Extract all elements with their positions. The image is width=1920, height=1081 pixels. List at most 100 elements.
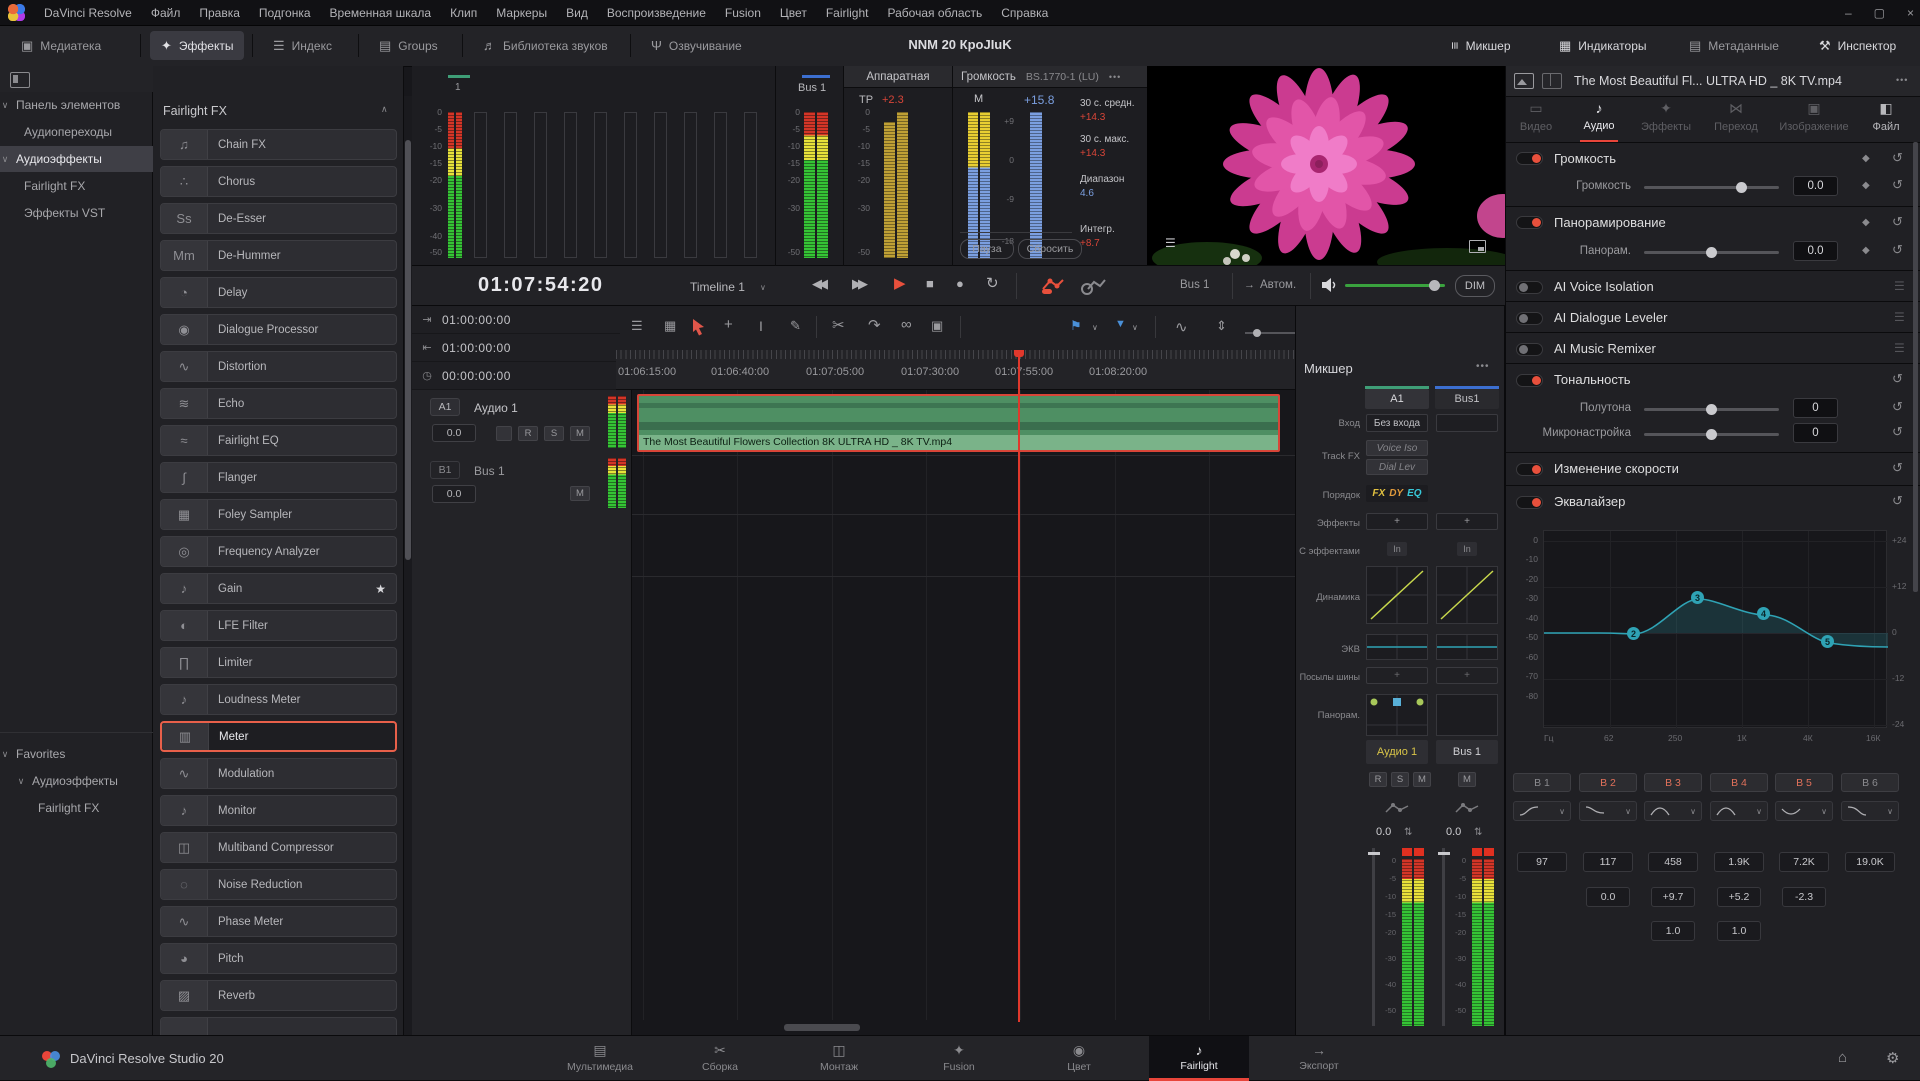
fx-item[interactable]: Ss De-Esser (160, 203, 397, 234)
eq-toggle[interactable] (1516, 496, 1543, 509)
fx-item[interactable]: ◫ Multiband Compressor (160, 832, 397, 863)
tree-item-toolbox[interactable]: ∨ Панель элементов (1, 98, 121, 112)
flag-icon[interactable]: ⚑ (1070, 318, 1082, 333)
reset-icon[interactable]: ↺ (1892, 371, 1903, 386)
eq-band-4-filter-dropdown[interactable]: ∨ (1710, 801, 1768, 821)
slider-knob[interactable] (1706, 247, 1717, 258)
timeline-chevron-icon[interactable]: ∨ (760, 283, 766, 292)
tab-file[interactable]: ◧ Файл (1858, 100, 1914, 133)
mixer-menu-icon[interactable]: ••• (1476, 361, 1490, 372)
solo-button[interactable]: S (544, 426, 564, 441)
eq-band-3-q[interactable]: 1.0 (1651, 921, 1695, 941)
tree-item-vst-effects[interactable]: Эффекты VST (24, 206, 106, 220)
collapse-chevron-icon[interactable]: ∧ (381, 104, 388, 114)
page-color[interactable]: ◉ Цвет (1029, 1036, 1129, 1081)
duration-field[interactable]: ◷ 00:00:00:00 (412, 362, 632, 390)
automation-toggle-icon[interactable] (1040, 275, 1066, 295)
timeline-ruler[interactable]: 01:06:15:00 01:06:40:00 01:07:05:00 01:0… (616, 350, 1295, 390)
menu-item[interactable]: Маркеры (496, 5, 548, 20)
input-field-a1[interactable]: Без входа (1366, 414, 1428, 432)
fx-item-partial[interactable] (160, 1017, 397, 1035)
home-icon[interactable]: ⌂ (1838, 1049, 1848, 1066)
eq-node-2[interactable]: 2 (1627, 627, 1640, 640)
eq-band-2-button[interactable]: В 2 (1579, 773, 1637, 792)
mixer-button[interactable]: ≡ Микшер (1447, 38, 1511, 53)
tree-item-favorites[interactable]: ∨ Favorites (1, 747, 66, 761)
automation-mode-label[interactable]: Автом. (1260, 279, 1297, 291)
eq-band-3-freq[interactable]: 458 (1648, 852, 1698, 872)
eq-band-1-filter-dropdown[interactable]: ∨ (1513, 801, 1571, 821)
media-pool-button[interactable]: ▣ Медиатека (21, 37, 102, 53)
reset-button[interactable]: Сбросить (1018, 239, 1082, 259)
loop-button[interactable]: ↻ (986, 275, 999, 292)
tree-item-audio-transitions[interactable]: Аудиопереходы (24, 125, 113, 139)
effects-add-bus[interactable]: + (1436, 513, 1498, 530)
channel-name-bus[interactable]: Bus 1 (1436, 740, 1498, 764)
dynamics-thumb-bus[interactable] (1436, 566, 1498, 624)
bus-send-bus[interactable]: + (1436, 667, 1498, 684)
fader-meter-bus[interactable]: 0 -5 -10 -15 -20 -30 -40 -50 (1436, 848, 1498, 1028)
channel-header-a1[interactable]: A1 (1365, 389, 1429, 409)
fx-item[interactable]: ♪ Monitor (160, 795, 397, 826)
menu-item[interactable]: Fairlight (825, 5, 869, 20)
timeline-h-scrollbar[interactable] (784, 1024, 860, 1031)
clip-indicator[interactable] (1402, 848, 1412, 856)
fx-item[interactable]: ▨ Reverb (160, 980, 397, 1011)
pan-value[interactable]: 0.0 (1793, 241, 1838, 261)
timeline-view-options-icon[interactable]: ☰ (631, 318, 643, 333)
tab-video[interactable]: ▭ Видео (1510, 100, 1562, 133)
fader-value-bus[interactable]: 0.0 (1446, 826, 1462, 838)
audio-clip[interactable]: The Most Beautiful Flowers Collection 8K… (637, 394, 1280, 452)
eq-band-4-q[interactable]: 1.0 (1717, 921, 1761, 941)
fx-item[interactable]: ◔ Delay (160, 277, 397, 308)
track-id-badge[interactable]: B1 (430, 461, 460, 479)
volume-value[interactable]: 0.0 (1793, 176, 1838, 196)
sliders-icon[interactable]: ☰ (1894, 310, 1905, 324)
timeline-body[interactable]: A1 Аудио 1 0.0 R S M B1 Bus 1 0.0 M The … (412, 390, 1295, 1035)
fx-item[interactable]: ∫ Flanger (160, 462, 397, 493)
fx-item[interactable]: ∴ Chorus (160, 166, 397, 197)
marker-chevron-icon[interactable]: ∨ (1132, 323, 1138, 332)
reset-icon[interactable]: ↺ (1892, 460, 1903, 475)
adr-button[interactable]: Ψ Озвучивание (651, 38, 742, 53)
dim-button[interactable]: DIM (1455, 275, 1495, 297)
arm-button-a1[interactable]: R (1369, 772, 1387, 787)
track-volume-field[interactable]: 0.0 (432, 424, 476, 442)
track-name[interactable]: Аудио 1 (474, 401, 518, 415)
menu-item[interactable]: Рабочая область (887, 5, 983, 20)
tree-item-fairlight-fx[interactable]: Fairlight FX (24, 179, 86, 193)
ai-voice-isolation-toggle[interactable] (1516, 281, 1543, 294)
clip-thumbnail-icon[interactable] (1514, 73, 1534, 89)
eq-band-5-freq[interactable]: 7.2K (1779, 852, 1829, 872)
page-fairlight[interactable]: ♪ Fairlight (1149, 1036, 1249, 1081)
inspector-scrollbar[interactable] (1913, 142, 1918, 592)
fx-item[interactable]: ♪ Gain ★ (160, 573, 397, 604)
menu-item[interactable]: Воспроизведение (606, 5, 706, 20)
semitones-value[interactable]: 0 (1793, 398, 1838, 418)
fast-forward-button[interactable]: ▶▶ (852, 276, 868, 291)
pencil-tool-icon[interactable]: ✎ (790, 318, 801, 333)
slider-knob[interactable] (1706, 404, 1717, 415)
meters-button[interactable]: ▦ Индикаторы (1559, 37, 1647, 53)
menu-item[interactable]: Файл (150, 5, 181, 20)
record-arm-button[interactable]: R (518, 426, 538, 441)
pan-slider[interactable] (1644, 247, 1779, 258)
fx-item[interactable]: ♪ Loudness Meter (160, 684, 397, 715)
eq-band-3-button[interactable]: В 3 (1644, 773, 1702, 792)
range-select-tool-icon[interactable]: I (759, 318, 763, 334)
ai-dialogue-leveler-toggle[interactable] (1516, 312, 1543, 325)
snap-icon[interactable]: ↷ (868, 317, 881, 334)
sliders-icon[interactable]: ☰ (1894, 279, 1905, 293)
pan-toggle[interactable] (1516, 216, 1543, 229)
tab-effects[interactable]: ✦ Эффекты (1634, 100, 1698, 133)
track-fx-voice-iso[interactable]: Voice Iso (1366, 440, 1428, 456)
ai-music-remixer-toggle[interactable] (1516, 343, 1543, 356)
channel-header-bus[interactable]: Bus1 (1435, 389, 1499, 409)
input-field-bus[interactable] (1436, 414, 1498, 432)
page-edit[interactable]: ◫ Монтаж (789, 1036, 889, 1081)
reset-icon[interactable]: ↺ (1892, 214, 1903, 229)
flag-chevron-icon[interactable]: ∨ (1092, 323, 1098, 332)
mute-button[interactable]: M (570, 426, 590, 441)
waveform-view-icon[interactable]: ∿ (1175, 319, 1188, 336)
cents-slider[interactable] (1644, 429, 1779, 440)
